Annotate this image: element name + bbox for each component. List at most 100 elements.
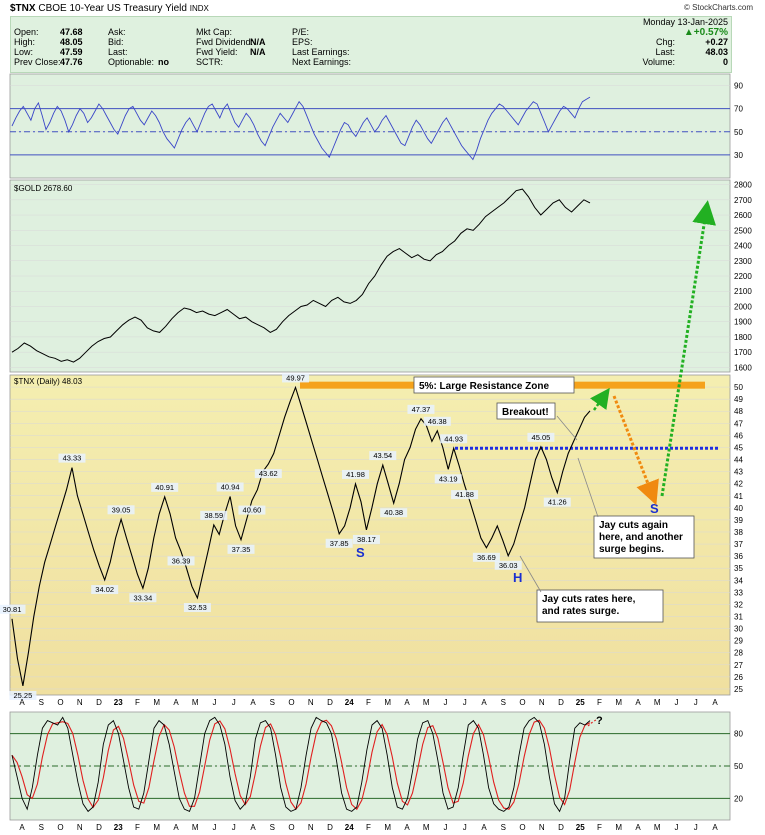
value-label-bg: [129, 593, 157, 603]
x-tick-label: D: [327, 823, 333, 832]
x-tick-label: J: [694, 698, 698, 707]
x-tick-label: 25: [576, 698, 585, 707]
x-tick-label: A: [250, 823, 256, 832]
field-value: 47.68: [60, 27, 83, 37]
value-label: 45.05: [527, 432, 555, 442]
x-tick-label: O: [519, 698, 525, 707]
tnx-tick-label: 44: [734, 456, 743, 465]
field-value: N/A: [250, 37, 266, 47]
value-label-text: 34.02: [95, 585, 114, 594]
x-tick-label: M: [654, 823, 661, 832]
field-label: Optionable:: [108, 57, 155, 67]
value-label: 40.38: [380, 508, 408, 518]
field-label: Last:: [108, 47, 128, 57]
orange-arrow: [612, 395, 659, 506]
x-tick-label: A: [635, 823, 641, 832]
symbol-title: $TNX CBOE 10-Year US Treasury Yield INDX: [10, 3, 209, 14]
change-percent: ▲+0.57%: [684, 27, 728, 38]
field-label: Low:: [14, 47, 34, 57]
rsi-tick-label: 70: [734, 105, 743, 114]
value-label-text: 41.88: [455, 490, 474, 499]
x-tick-label: A: [19, 823, 25, 832]
x-tick-label: M: [192, 698, 199, 707]
value-label-text: 41.26: [548, 498, 567, 507]
jay-again-label-text: surge begins.: [599, 544, 664, 555]
x-tick-label: 24: [345, 823, 354, 832]
tnx-tick-label: 30: [734, 625, 743, 634]
x-tick-label: S: [39, 698, 44, 707]
field-label: Next Earnings:: [292, 57, 352, 67]
tnx-tick-label: 32: [734, 600, 743, 609]
x-tick-label: 25: [576, 823, 585, 832]
x-tick-label: S: [501, 823, 506, 832]
field-value: no: [158, 57, 169, 67]
x-tick-label: S: [270, 698, 275, 707]
value-label-bg: [216, 482, 244, 492]
value-label-text: 43.54: [373, 451, 392, 460]
value-label: 46.38: [423, 416, 451, 426]
s-letter-projected: S: [650, 501, 659, 516]
value-label: 38.59: [200, 510, 228, 520]
value-label-bg: [200, 510, 228, 520]
stochastic-d-line: [11, 719, 591, 811]
x-tick-label: O: [288, 698, 294, 707]
value-label-bg: [352, 534, 380, 544]
stochastic-tick-label: 20: [734, 794, 743, 803]
x-tick-label: M: [384, 698, 391, 707]
x-tick-label: J: [444, 698, 448, 707]
x-tick-label: N: [308, 823, 314, 832]
value-label-bg: [342, 469, 370, 479]
x-tick-label: A: [635, 698, 641, 707]
x-tick-label: J: [463, 698, 467, 707]
value-label-text: 47.37: [412, 405, 431, 414]
value-label-text: 43.19: [439, 474, 458, 483]
x-tick-label: J: [463, 823, 467, 832]
gold-tick-label: 2200: [734, 272, 752, 281]
value-label-text: 40.94: [221, 482, 240, 491]
field-label: Last:: [655, 47, 675, 57]
value-label-text: 43.62: [259, 469, 278, 478]
value-label: 43.54: [369, 451, 397, 461]
x-tick-label: J: [675, 698, 679, 707]
watermark: © StockCharts.com: [683, 3, 753, 12]
x-tick-label: M: [615, 823, 622, 832]
x-tick-label: M: [153, 823, 160, 832]
field-label: Mkt Cap:: [196, 27, 233, 37]
x-tick-label: N: [539, 698, 545, 707]
value-label-text: 37.85: [330, 539, 349, 548]
tnx-tick-label: 29: [734, 637, 743, 646]
x-tick-label: M: [423, 823, 430, 832]
value-label-text: 38.59: [204, 511, 223, 520]
x-tick-label: A: [173, 698, 179, 707]
x-tick-label: 23: [114, 823, 123, 832]
field-value: 47.59: [60, 47, 83, 57]
tnx-tick-label: 27: [734, 661, 743, 670]
gold-tick-label: 2400: [734, 242, 752, 251]
value-label-bg: [423, 416, 451, 426]
tnx-tick-label: 31: [734, 613, 743, 622]
s-letter: S: [356, 545, 365, 560]
field-label: Ask:: [108, 27, 126, 37]
tnx-tick-label: 34: [734, 576, 743, 585]
x-tick-label: F: [135, 823, 140, 832]
x-tick-label: A: [481, 698, 487, 707]
question-mark: ?: [596, 715, 603, 727]
x-tick-label: J: [232, 698, 236, 707]
breakout-label: Breakout!: [496, 402, 556, 420]
symbol: $TNX: [10, 3, 36, 14]
tnx-tick-label: 50: [734, 383, 743, 392]
jay-again-label-box: [593, 515, 695, 559]
value-label-bg: [380, 508, 408, 518]
value-label: 40.94: [216, 482, 244, 492]
field-value: 48.03: [705, 47, 728, 57]
value-label-bg: [254, 469, 282, 479]
x-tick-label: J: [694, 823, 698, 832]
exchange: INDX: [189, 4, 209, 13]
value-label-bg: [227, 544, 255, 554]
field-label: SCTR:: [196, 57, 223, 67]
value-label: 41.98: [342, 469, 370, 479]
value-label-bg: [238, 505, 266, 515]
gold-line: [11, 188, 591, 363]
